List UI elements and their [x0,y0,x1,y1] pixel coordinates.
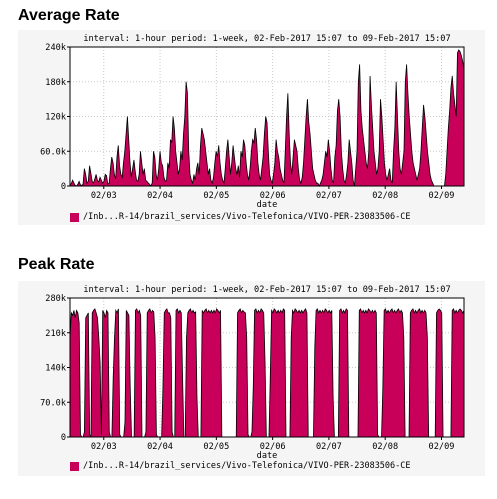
x-tick-label: 02/04 [147,442,173,452]
x-tick-label: 02/09 [429,191,455,201]
y-tick-label: 0 [61,182,66,192]
x-tick-label: 02/03 [91,442,117,452]
chart-title-peak: Peak Rate [18,256,95,274]
average-rate-chart-panel: interval: 1-hour period: 1-week, 02-Feb-… [18,30,485,225]
peak-rate-chart-panel: interval: 1-hour period: 1-week, 02-Feb-… [18,281,485,476]
x-tick-label: 02/09 [429,442,455,452]
legend-peak: /Inb...R-14/brazil_services/Vivo-Telefon… [70,461,411,471]
chart-subtitle: interval: 1-hour period: 1-week, 02-Feb-… [83,34,450,44]
peak-rate-chart: interval: 1-hour period: 1-week, 02-Feb-… [18,281,485,476]
x-tick-label: 02/05 [203,191,229,201]
y-tick-label: 0 [61,433,66,443]
y-tick-label: 60.0k [40,147,67,157]
chart-subtitle: interval: 1-hour period: 1-week, 02-Feb-… [83,285,450,295]
x-tick-label: 02/05 [203,442,229,452]
x-axis-label: date [257,200,278,210]
x-tick-label: 02/08 [372,442,398,452]
x-tick-label: 02/04 [147,191,173,201]
y-tick-label: 70.0k [40,398,67,408]
x-tick-label: 02/03 [91,191,117,201]
legend-label-peak: /Inb...R-14/brazil_services/Vivo-Telefon… [83,461,411,471]
y-tick-label: 210k [45,329,67,339]
y-tick-label: 240k [45,43,67,53]
x-axis-label: date [257,451,278,461]
legend-swatch-average [70,213,79,222]
y-tick-label: 120k [45,113,67,123]
legend-swatch-peak [70,462,79,471]
x-tick-label: 02/08 [372,191,398,201]
x-tick-label: 02/07 [316,442,342,452]
y-tick-label: 140k [45,364,67,374]
chart-title-average: Average Rate [18,7,120,25]
x-tick-label: 02/07 [316,191,342,201]
average-rate-chart: interval: 1-hour period: 1-week, 02-Feb-… [18,30,485,225]
legend-average: /Inb...R-14/brazil_services/Vivo-Telefon… [70,212,411,222]
y-tick-label: 280k [45,294,67,304]
legend-label-average: /Inb...R-14/brazil_services/Vivo-Telefon… [83,212,411,222]
y-tick-label: 180k [45,78,67,88]
